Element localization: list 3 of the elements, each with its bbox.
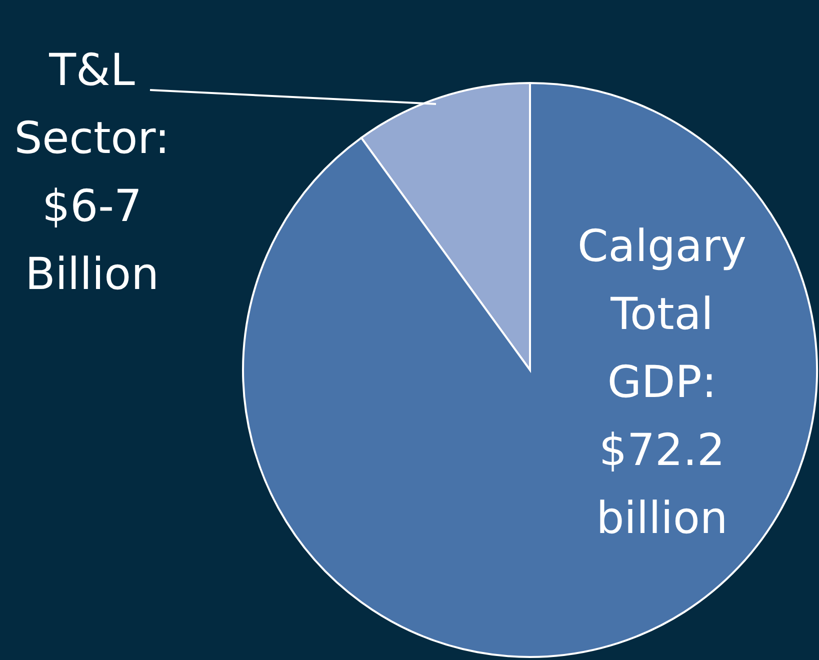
pie-slice xyxy=(242,82,818,658)
slice-label: T&L Sector: $6-7 Billion xyxy=(14,45,170,300)
slice-label: Calgary Total GDP: $72.2 billion xyxy=(578,221,746,544)
